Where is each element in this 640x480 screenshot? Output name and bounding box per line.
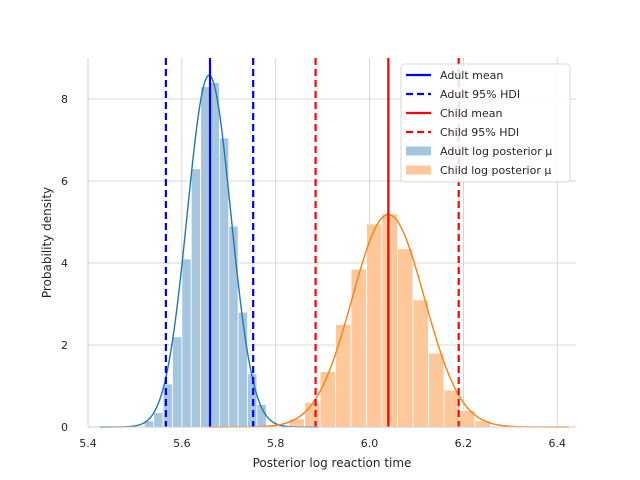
legend-label-adult-log-posterior: Adult log posterior μ [440, 145, 552, 158]
child-histogram-bar [366, 223, 383, 428]
x-tick-label: 5.6 [173, 437, 191, 450]
y-tick-label: 6 [61, 175, 68, 188]
child-histogram-bar [304, 401, 321, 428]
axes [87, 58, 576, 428]
legend: Adult mean Adult 95% HDI Child mean Child 9… [400, 63, 571, 183]
legend-label-child-log-posterior: Child log posterior μ [440, 164, 551, 177]
child-histogram-bar [381, 213, 398, 428]
adult-histogram-bar [172, 336, 183, 428]
legend-label-child-95-hdi: Child 95% HDI [440, 126, 519, 139]
y-tick-label: 2 [61, 339, 68, 352]
adult-histogram-bar [190, 168, 202, 428]
y-axis-label: Probability density [40, 187, 54, 298]
x-tick-label: 6.4 [548, 437, 566, 450]
legend-label-adult-95-hdi: Adult 95% HDI [440, 88, 520, 101]
legend-marker-child-log-posterior [406, 165, 431, 175]
legend-label-adult-mean: Adult mean [440, 69, 503, 82]
adult-histogram-bar [162, 383, 173, 428]
child-histogram-bar [412, 299, 429, 428]
child-histogram-bar [428, 352, 445, 428]
legend-box [400, 63, 571, 183]
adult-histogram-bar [228, 225, 239, 428]
x-tick-label: 5.4 [79, 437, 97, 450]
x-tick-label: 5.8 [267, 437, 285, 450]
x-axis-label: Posterior log reaction time [253, 456, 412, 470]
adult-histogram-bar [200, 86, 211, 428]
x-tick-labels: 5.4 5.6 5.8 6.0 6.2 6.4 [79, 437, 566, 450]
child-histogram-bar [397, 248, 414, 428]
legend-marker-adult-log-posterior [406, 146, 431, 156]
adult-histogram-bar [209, 82, 220, 428]
adult-histogram-bar [153, 412, 164, 428]
y-tick-label: 4 [61, 257, 68, 270]
child-histogram-bar [443, 389, 460, 428]
y-tick-label: 0 [61, 421, 68, 434]
child-histogram-bar [288, 418, 305, 428]
x-tick-label: 6.0 [361, 437, 379, 450]
histogram-bars [143, 82, 491, 428]
adult-histogram-bar [181, 258, 192, 428]
y-tick-labels: 0 2 4 6 8 [61, 93, 68, 434]
y-tick-label: 8 [61, 93, 68, 106]
x-tick-label: 6.2 [455, 437, 473, 450]
child-histogram-bar [319, 371, 336, 428]
legend-label-child-mean: Child mean [440, 107, 502, 120]
child-histogram-bar [335, 324, 352, 428]
adult-histogram-bar [237, 311, 248, 428]
